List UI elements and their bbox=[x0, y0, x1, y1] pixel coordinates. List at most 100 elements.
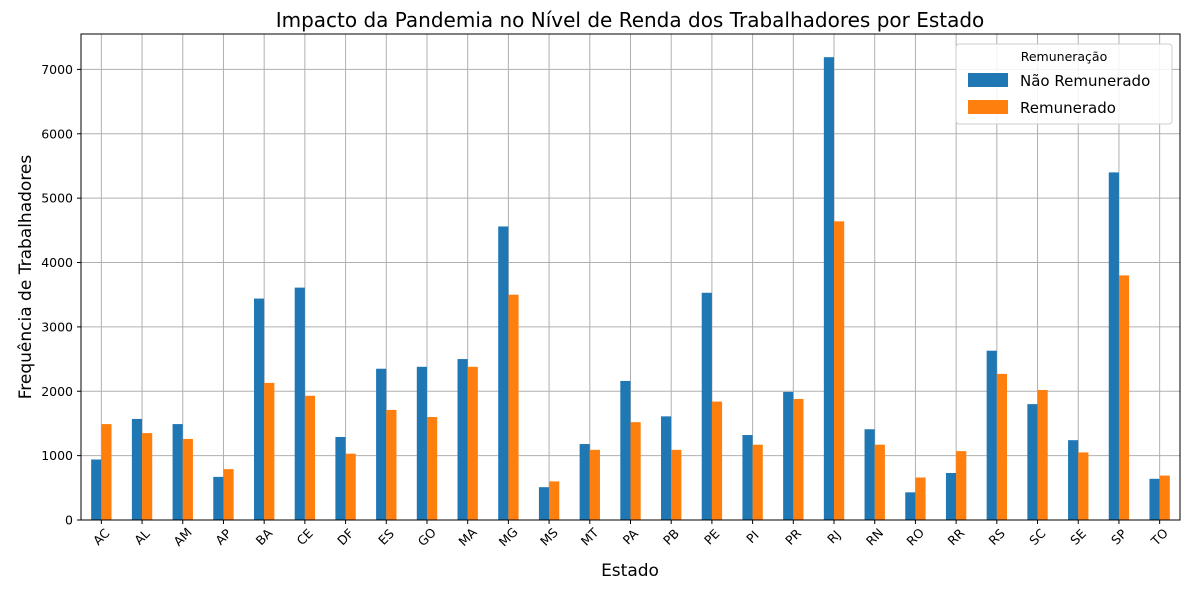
y-tick-label: 7000 bbox=[41, 62, 73, 77]
bar-nao-remunerado-pb bbox=[661, 416, 672, 520]
legend: Remuneração Não Remunerado Remunerado bbox=[955, 43, 1173, 125]
bar-nao-remunerado-pi bbox=[742, 435, 753, 520]
bar-nao-remunerado-rj bbox=[823, 57, 835, 520]
bar-remunerado-rs bbox=[996, 373, 1008, 520]
bar-remunerado-ac bbox=[101, 424, 112, 520]
bar-nao-remunerado-ac bbox=[91, 459, 102, 520]
y-tick-label: 0 bbox=[65, 513, 73, 528]
bar-nao-remunerado-ba bbox=[253, 298, 265, 520]
y-tick-labels: 0 1000 2000 3000 4000 5000 6000 7000 bbox=[41, 62, 73, 528]
bar-nao-remunerado-pe bbox=[701, 292, 712, 520]
bar-nao-remunerado-go bbox=[416, 366, 427, 520]
legend-swatch-remunerado bbox=[968, 100, 1008, 114]
x-tick-label: AM bbox=[170, 525, 194, 549]
legend-swatch-nao-remunerado bbox=[968, 73, 1008, 87]
x-tick-label: RS bbox=[985, 526, 1007, 548]
x-tick-label: MG bbox=[496, 524, 521, 549]
bar-nao-remunerado-am bbox=[172, 424, 183, 520]
bar-nao-remunerado-ce bbox=[294, 287, 305, 520]
bar-nao-remunerado-sc bbox=[1027, 404, 1038, 520]
x-tick-label: MS bbox=[537, 525, 561, 549]
bar-remunerado-rr bbox=[956, 451, 967, 520]
x-tick-label: AL bbox=[131, 526, 153, 548]
bar-remunerado-ma bbox=[467, 366, 478, 520]
bar-remunerado-al bbox=[142, 433, 153, 520]
y-tick-label: 1000 bbox=[41, 448, 73, 463]
bar-remunerado-ap bbox=[223, 469, 234, 520]
bar-remunerado-go bbox=[426, 417, 438, 520]
bar-nao-remunerado-al bbox=[131, 418, 143, 520]
bar-remunerado-ce bbox=[304, 395, 316, 520]
y-tick-label: 6000 bbox=[41, 126, 73, 141]
x-tick-label: RO bbox=[903, 525, 927, 549]
x-tick-label: SE bbox=[1067, 526, 1089, 548]
x-tick-label: AP bbox=[212, 526, 234, 548]
bar-remunerado-ba bbox=[264, 382, 275, 520]
y-tick-label: 2000 bbox=[41, 384, 73, 399]
x-tick-label: PR bbox=[782, 526, 804, 548]
bar-remunerado-to bbox=[1159, 475, 1170, 520]
bar-nao-remunerado-pr bbox=[783, 391, 794, 520]
bar-remunerado-es bbox=[386, 409, 397, 520]
legend-title: Remuneração bbox=[1021, 49, 1108, 64]
legend-box bbox=[955, 43, 1173, 125]
y-tick-label: 4000 bbox=[41, 255, 73, 270]
x-tick-label: TO bbox=[1147, 525, 1171, 549]
chart-title: Impacto da Pandemia no Nível de Renda do… bbox=[276, 8, 985, 32]
bar-remunerado-df bbox=[345, 453, 356, 520]
bar-nao-remunerado-to bbox=[1149, 478, 1160, 520]
bar-remunerado-am bbox=[182, 438, 193, 520]
x-tick-label: MA bbox=[455, 524, 480, 549]
x-tick-label: SP bbox=[1108, 526, 1130, 548]
x-tick-label: RJ bbox=[824, 527, 843, 546]
bar-remunerado-pi bbox=[752, 444, 763, 520]
bar-remunerado-rj bbox=[834, 221, 845, 520]
bar-nao-remunerado-df bbox=[335, 436, 346, 520]
bar-nao-remunerado-rs bbox=[986, 350, 997, 520]
axes bbox=[77, 33, 1181, 524]
bar-remunerado-pe bbox=[711, 401, 723, 520]
x-tick-label: SC bbox=[1026, 525, 1049, 548]
bar-nao-remunerado-pa bbox=[620, 380, 631, 520]
x-tick-label: MT bbox=[578, 525, 602, 549]
bar-nao-remunerado-mt bbox=[579, 444, 590, 520]
legend-label-nao-remunerado: Não Remunerado bbox=[1020, 72, 1150, 90]
bar-remunerado-pr bbox=[793, 398, 804, 520]
x-tick-label: BA bbox=[253, 525, 276, 548]
x-tick-labels: AC AL AM AP BA CE DF ES GO MA MG MS MT PA PB PE PI PR RJ RN… bbox=[90, 524, 1171, 549]
bar-remunerado-mg bbox=[508, 294, 519, 520]
x-tick-label: GO bbox=[415, 524, 440, 549]
bar-nao-remunerado-ap bbox=[213, 476, 224, 520]
bars bbox=[91, 57, 1170, 521]
x-tick-label: PE bbox=[701, 526, 723, 548]
bar-remunerado-pa bbox=[630, 422, 641, 520]
x-tick-label: AC bbox=[90, 525, 113, 548]
bar-nao-remunerado-sp bbox=[1108, 172, 1119, 521]
bar-remunerado-mt bbox=[589, 449, 600, 520]
bar-remunerado-ro bbox=[915, 477, 926, 520]
x-tick-label: PB bbox=[660, 526, 682, 548]
bar-nao-remunerado-ro bbox=[905, 492, 916, 520]
y-tick-label: 5000 bbox=[41, 191, 73, 206]
bar-nao-remunerado-ms bbox=[538, 487, 550, 520]
legend-label-remunerado: Remunerado bbox=[1020, 99, 1116, 117]
bar-remunerado-se bbox=[1078, 452, 1089, 520]
bar-nao-remunerado-se bbox=[1068, 440, 1079, 520]
bar-nao-remunerado-rr bbox=[945, 473, 957, 520]
x-axis-title: Estado bbox=[601, 561, 659, 581]
x-tick-label: PA bbox=[620, 526, 642, 548]
x-tick-label: PI bbox=[743, 528, 762, 547]
y-tick-label: 3000 bbox=[41, 319, 73, 334]
bar-nao-remunerado-mg bbox=[498, 226, 509, 520]
bar-remunerado-sp bbox=[1118, 275, 1130, 520]
bar-nao-remunerado-es bbox=[376, 368, 387, 520]
x-tick-label: CE bbox=[294, 526, 316, 548]
x-tick-label: RN bbox=[863, 525, 886, 548]
x-tick-label: ES bbox=[375, 526, 397, 548]
bar-nao-remunerado-ma bbox=[457, 359, 468, 520]
bar-remunerado-sc bbox=[1037, 389, 1048, 520]
y-axis-title: Frequência de Trabalhadores bbox=[16, 155, 36, 400]
x-tick-label: DF bbox=[334, 526, 357, 549]
bar-remunerado-ms bbox=[549, 481, 560, 520]
